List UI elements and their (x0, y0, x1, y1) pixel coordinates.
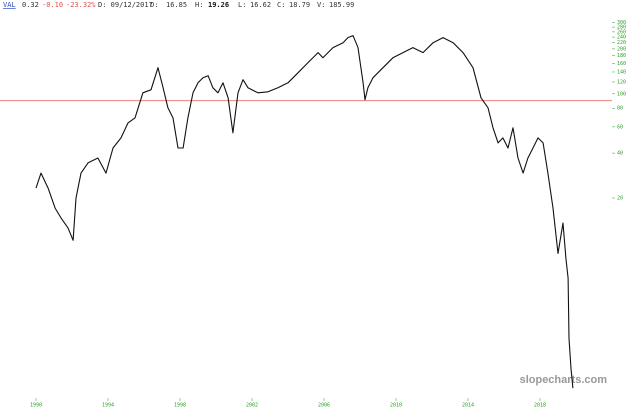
y-tick-label: 300 (617, 20, 626, 26)
y-tick-label: 260 (617, 29, 626, 35)
close-label: C: (277, 1, 285, 9)
low: 16.62 (250, 1, 271, 9)
x-tick-label: 2002 (246, 403, 258, 409)
x-tick-label: 2006 (318, 403, 330, 409)
y-tick-label: 80 (617, 106, 623, 112)
y-tick-label: 240 (617, 35, 626, 41)
y-tick-label: 20 (617, 196, 623, 202)
y-tick-label: 40 (617, 151, 623, 157)
y-tick-label: 160 (617, 61, 626, 67)
low-label: L: (238, 1, 246, 9)
change: -0.10 (42, 1, 63, 9)
y-tick-label: 100 (617, 91, 626, 97)
y-tick-label: 120 (617, 79, 626, 85)
watermark: slopecharts.com (520, 374, 608, 386)
y-tick-label: 220 (617, 40, 626, 46)
y-tick-label: 200 (617, 46, 626, 52)
volume: 185.99 (329, 1, 354, 9)
y-tick-label: 140 (617, 69, 626, 75)
x-tick-label: 1994 (102, 403, 114, 409)
last: 0.32 (22, 1, 39, 9)
open-label: O: (150, 1, 158, 9)
open: 16.85 (166, 1, 187, 9)
x-tick-label: 2010 (390, 403, 402, 409)
date: D: 09/12/2017 (98, 1, 153, 9)
high-label: H: (195, 1, 203, 9)
close: 18.79 (289, 1, 310, 9)
volume-label: V: (317, 1, 325, 9)
x-tick-label: 2014 (462, 403, 474, 409)
high: 19.26 (208, 1, 229, 9)
price-line (35, 35, 574, 389)
x-tick-label: 2018 (534, 403, 546, 409)
x-tick-label: 1998 (174, 403, 186, 409)
y-tick-label: 60 (617, 124, 623, 130)
ticker[interactable]: VAL (3, 1, 16, 9)
change-pct: -23.32% (66, 1, 96, 9)
y-tick-label: 180 (617, 53, 626, 59)
x-tick-label: 1990 (30, 403, 42, 409)
y-tick-label: 280 (617, 25, 626, 31)
